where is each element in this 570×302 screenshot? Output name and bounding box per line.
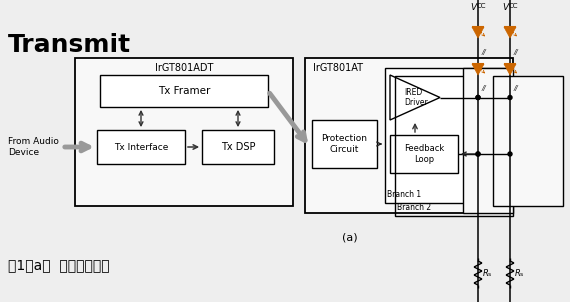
Text: //: // — [482, 49, 487, 55]
Circle shape — [476, 152, 480, 156]
Text: V: V — [502, 3, 508, 12]
Circle shape — [476, 95, 480, 99]
Bar — [385, 68, 505, 203]
Text: (a): (a) — [342, 232, 358, 242]
Text: 图1（a）  发射器原理图: 图1（a） 发射器原理图 — [8, 258, 109, 272]
Text: V: V — [470, 3, 476, 12]
Text: //: // — [514, 85, 519, 91]
Bar — [390, 135, 458, 173]
Bar — [463, 68, 513, 213]
Circle shape — [508, 95, 512, 99]
Text: Tx Framer: Tx Framer — [158, 86, 210, 96]
Bar — [493, 76, 563, 206]
Text: From Audio
Device: From Audio Device — [8, 137, 59, 157]
Polygon shape — [504, 27, 516, 38]
Text: //: // — [514, 49, 519, 55]
Circle shape — [476, 152, 480, 156]
Text: R: R — [483, 268, 489, 278]
Bar — [202, 130, 274, 164]
Text: Protection
Circuit: Protection Circuit — [321, 134, 368, 154]
Bar — [97, 130, 185, 164]
Text: Branch 1: Branch 1 — [387, 190, 421, 199]
Text: Feedback
Loop: Feedback Loop — [404, 144, 444, 164]
Text: s: s — [488, 272, 491, 278]
Text: s: s — [520, 272, 523, 278]
Polygon shape — [504, 64, 516, 75]
Text: //: // — [482, 85, 487, 91]
Text: CC: CC — [477, 3, 487, 9]
Text: Branch 2: Branch 2 — [397, 203, 431, 212]
Circle shape — [508, 152, 512, 156]
Text: Transmit: Transmit — [8, 33, 131, 57]
Bar — [75, 58, 293, 206]
Bar — [395, 76, 513, 216]
Bar — [100, 75, 268, 107]
Bar — [312, 120, 377, 168]
Text: R: R — [515, 268, 521, 278]
Text: Tx Interface: Tx Interface — [114, 143, 168, 152]
Polygon shape — [472, 64, 484, 75]
Text: Tx DSP: Tx DSP — [221, 142, 255, 152]
Text: IRED: IRED — [404, 88, 422, 97]
Text: Driver: Driver — [404, 98, 428, 107]
Text: IrGT801ADT: IrGT801ADT — [155, 63, 213, 73]
Circle shape — [476, 95, 480, 99]
Text: CC: CC — [509, 3, 519, 9]
Polygon shape — [472, 27, 484, 38]
Text: IrGT801AT: IrGT801AT — [313, 63, 363, 73]
Bar — [305, 58, 513, 213]
